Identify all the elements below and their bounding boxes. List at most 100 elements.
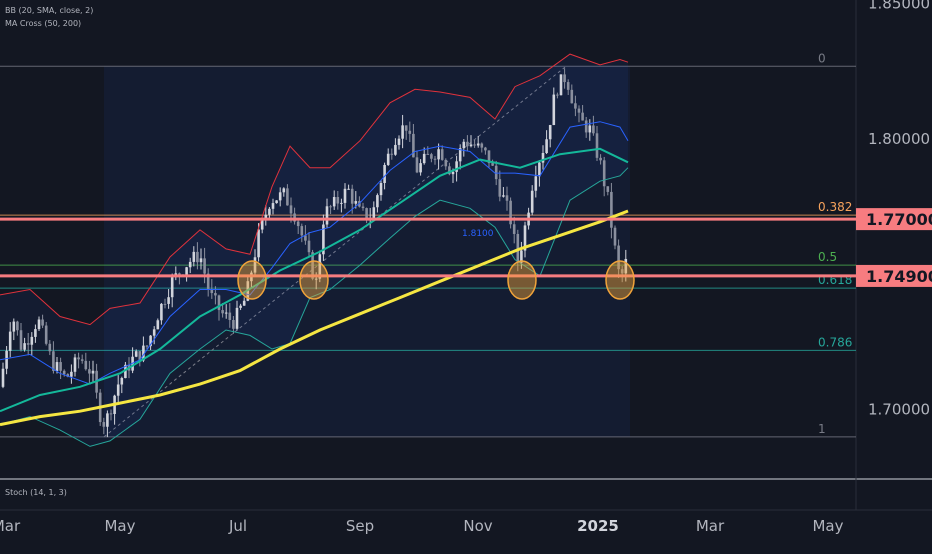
candle-body [448, 166, 451, 175]
candle-body [66, 374, 70, 377]
bb-indicator-label[interactable]: BB (20, SMA, close, 2) [5, 6, 94, 15]
fib-label-0-382: 0.382 [818, 200, 852, 214]
candle [512, 216, 516, 244]
candle-body [559, 74, 563, 96]
candle-body [347, 188, 350, 190]
candle [116, 375, 120, 403]
candle-body [217, 295, 221, 311]
candle [80, 354, 84, 364]
candle-body [59, 362, 62, 371]
candle-body [307, 240, 311, 253]
candle [538, 160, 541, 187]
candle [188, 257, 192, 274]
candle-body [318, 254, 322, 279]
candle-body [584, 120, 588, 133]
candle [34, 324, 37, 343]
candle [185, 266, 188, 282]
candle-body [595, 133, 599, 158]
candle [613, 225, 617, 250]
candle [296, 219, 300, 234]
candle [595, 125, 599, 162]
candle-body [325, 206, 329, 225]
candle-body [149, 335, 152, 347]
candle [602, 156, 606, 197]
candle-body [386, 153, 390, 165]
candle [606, 186, 610, 196]
candle-body [545, 139, 548, 154]
candle-body [264, 214, 268, 220]
candle [354, 191, 358, 209]
candle [466, 135, 469, 151]
candle-body [268, 208, 271, 215]
candle [343, 183, 347, 209]
candle-body [469, 144, 473, 147]
candle [440, 145, 444, 161]
candle [55, 356, 59, 374]
candle-body [145, 345, 149, 347]
candle-body [458, 148, 462, 162]
fib-background [104, 66, 630, 437]
candle [610, 182, 613, 239]
candle [23, 337, 26, 352]
ma-cross-indicator-label[interactable]: MA Cross (50, 200) [5, 19, 82, 28]
candle [19, 322, 23, 352]
candle [156, 318, 160, 330]
candle [394, 138, 397, 156]
candle [397, 135, 401, 150]
candle-body [570, 89, 574, 104]
candle-body [37, 319, 41, 330]
candle-body [541, 153, 545, 163]
candle-body [300, 226, 304, 236]
candle [5, 346, 8, 375]
candle [502, 187, 505, 198]
candle-body [419, 163, 422, 173]
candle-body [41, 319, 44, 326]
candle [170, 273, 174, 308]
candle-body [296, 221, 300, 227]
stoch-indicator-label[interactable]: Stoch (14, 1, 3) [5, 488, 67, 497]
candle-body [556, 94, 559, 96]
candle [469, 135, 473, 148]
candle-body [214, 293, 217, 296]
candle [325, 198, 329, 228]
x-tick-label: Nov [463, 517, 492, 535]
candle-body [116, 384, 120, 396]
candle-body [444, 159, 448, 167]
candle [282, 187, 286, 197]
fib-label-1: 1 [818, 422, 826, 436]
candle [419, 159, 422, 176]
candle-body [199, 258, 203, 263]
candle [84, 352, 88, 371]
candle [307, 231, 311, 257]
candle [271, 198, 275, 215]
candle [577, 105, 581, 123]
highlight-circle-4 [605, 260, 635, 300]
candle-body [206, 273, 210, 289]
candle-body [383, 164, 386, 183]
candle [430, 152, 433, 163]
candle [620, 266, 624, 283]
candle [52, 341, 55, 374]
y-tick-label: 1.80000 [868, 130, 930, 148]
candle-body [613, 227, 617, 246]
candle-body [563, 74, 566, 83]
candle-body [48, 343, 52, 352]
candle [545, 130, 548, 155]
candle [88, 360, 91, 383]
candle [412, 123, 415, 158]
candle [300, 223, 304, 243]
candle-body [494, 165, 498, 180]
candles [1, 68, 628, 438]
candle-body [505, 195, 509, 201]
candle-body [12, 321, 16, 332]
candle-body [192, 251, 196, 262]
candle-body [440, 149, 444, 160]
x-tick-label: Mar [696, 517, 725, 535]
candle [473, 139, 476, 148]
candle-body [239, 305, 242, 308]
candle [498, 170, 502, 202]
candle-body [487, 150, 491, 164]
candle [458, 144, 462, 170]
y-tick-label: 1.70000 [868, 400, 930, 418]
